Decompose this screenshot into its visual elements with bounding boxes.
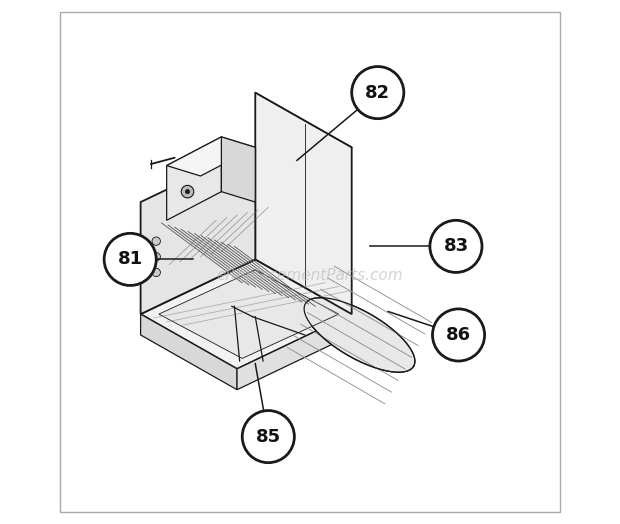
Text: 83: 83 — [443, 237, 469, 255]
Polygon shape — [141, 314, 237, 390]
Polygon shape — [304, 298, 415, 372]
Circle shape — [242, 410, 294, 463]
Polygon shape — [141, 147, 255, 314]
Circle shape — [104, 233, 156, 286]
Text: 81: 81 — [118, 250, 143, 268]
Text: 82: 82 — [365, 84, 391, 102]
Circle shape — [352, 67, 404, 118]
Circle shape — [433, 309, 485, 361]
Circle shape — [181, 185, 194, 198]
Polygon shape — [255, 93, 352, 314]
Circle shape — [152, 237, 161, 245]
Circle shape — [152, 268, 161, 277]
Polygon shape — [141, 259, 352, 369]
Polygon shape — [221, 137, 255, 202]
Text: 85: 85 — [255, 428, 281, 445]
Text: eReplacementParts.com: eReplacementParts.com — [216, 268, 404, 282]
Circle shape — [185, 190, 190, 194]
Circle shape — [430, 220, 482, 272]
Polygon shape — [167, 137, 221, 220]
Text: 86: 86 — [446, 326, 471, 344]
Polygon shape — [237, 314, 352, 390]
Polygon shape — [159, 270, 339, 358]
Polygon shape — [167, 137, 255, 176]
Circle shape — [152, 253, 161, 261]
